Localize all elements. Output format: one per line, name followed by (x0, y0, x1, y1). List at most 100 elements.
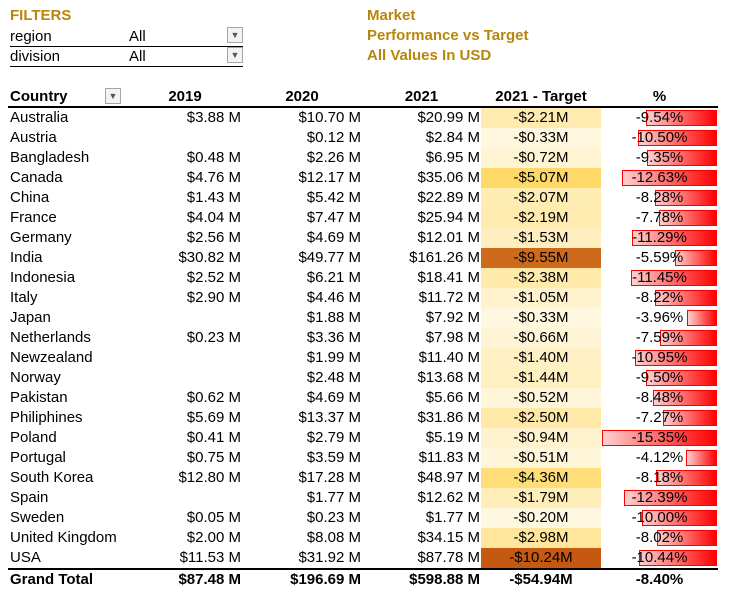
percent-cell: -15.35% (601, 428, 718, 448)
value-2021-cell: $25.94 M (417, 209, 480, 226)
value-2021-cell: $7.98 M (425, 329, 480, 346)
value-2020-cell: $4.69 M (306, 229, 361, 246)
column-header-country-label: Country (10, 88, 68, 105)
country-cell: United Kingdom (10, 529, 117, 546)
percent-data-bar (655, 190, 717, 206)
percent-value: -10.44% (631, 549, 688, 566)
country-cell: Bangladesh (10, 149, 90, 166)
country-cell: Sweden (10, 509, 65, 526)
value-2019-cell: $12.80 M (178, 469, 241, 486)
target-diff-cell: -$1.79M (481, 488, 601, 508)
value-2021-cell: $35.06 M (417, 169, 480, 186)
percent-data-bar (655, 290, 717, 306)
value-2020-cell: $1.88 M (306, 309, 361, 326)
percent-data-bar (656, 470, 717, 486)
percent-value: -7.78% (635, 209, 684, 226)
country-cell: Norway (10, 369, 61, 386)
percent-value: -7.27% (635, 409, 684, 426)
value-2021-cell: $13.68 M (417, 369, 480, 386)
percent-value: -11.29% (632, 229, 687, 246)
table-row: South Korea $12.80 M $17.28 M $48.97 M -$4.3… (8, 468, 718, 488)
percent-value: -12.39% (631, 489, 688, 506)
target-diff-cell: -$1.53M (481, 228, 601, 248)
percent-value: -9.50% (635, 369, 684, 386)
percent-value: -8.22% (635, 289, 684, 306)
percent-value: -5.59% (635, 249, 684, 266)
value-2021-cell: $2.84 M (425, 129, 480, 146)
percent-cell: -10.00% (601, 508, 718, 528)
table-row: Pakistan $0.62 M $4.69 M $5.66 M -$0.52M -8.4… (8, 388, 718, 408)
table-row: Spain $1.77 M $12.62 M -$1.79M -12.39% (8, 488, 718, 508)
percent-value: -4.12% (635, 449, 684, 466)
value-2019-cell (128, 128, 242, 148)
percent-cell: -10.50% (601, 128, 718, 148)
percent-value: -10.95% (631, 349, 688, 366)
value-2019-cell: $0.41 M (186, 429, 241, 446)
percent-cell: -3.96% (601, 308, 718, 328)
value-2019-cell: $4.76 M (186, 169, 241, 186)
percent-data-bar (622, 170, 717, 186)
percent-cell: -4.12% (601, 448, 718, 468)
value-2021-cell: $48.97 M (417, 469, 480, 486)
percent-data-bar (686, 450, 717, 466)
value-2019-cell (128, 308, 242, 328)
value-2019-cell (128, 488, 242, 508)
target-diff-cell: -$1.44M (481, 368, 601, 388)
country-filter-dropdown-icon[interactable]: ▼ (105, 88, 121, 104)
percent-data-bar (675, 250, 717, 266)
country-cell: Spain (10, 489, 49, 506)
value-2020-cell: $2.26 M (306, 149, 361, 166)
value-2019-cell: $0.75 M (186, 449, 241, 466)
value-2019-cell: $2.00 M (186, 529, 241, 546)
column-header-percent: % (601, 88, 718, 108)
percent-data-bar (642, 510, 717, 526)
value-2021-cell: $11.83 M (418, 449, 480, 466)
header-row: Country ▼ 2019 2020 2021 2021 - Target % (8, 88, 718, 108)
value-2019-cell: $4.04 M (186, 209, 241, 226)
value-2019-cell: $2.56 M (186, 229, 241, 246)
value-2019-cell: $5.69 M (186, 409, 241, 426)
region-dropdown-button[interactable]: ▼ (227, 27, 243, 43)
grand-total-target: -$54.94M (481, 568, 601, 590)
table-row: Australia $3.88 M $10.70 M $20.99 M -$2.21M -… (8, 107, 718, 128)
value-2021-cell: $7.92 M (425, 309, 480, 326)
country-cell: India (10, 249, 43, 266)
percent-cell: -10.95% (601, 348, 718, 368)
value-2019-cell: $2.52 M (186, 269, 241, 286)
value-2020-cell: $31.92 M (298, 549, 361, 566)
percent-data-bar (646, 110, 717, 126)
value-2021-cell: $34.15 M (417, 529, 480, 546)
value-2021-cell: $161.26 M (409, 249, 480, 266)
country-cell: Italy (10, 289, 38, 306)
percent-cell: -8.18% (601, 468, 718, 488)
target-diff-cell: -$5.07M (481, 168, 601, 188)
country-cell: Philiphines (10, 409, 83, 426)
value-2020-cell: $2.48 M (306, 369, 361, 386)
country-cell: Indonesia (10, 269, 76, 286)
value-2020-cell: $4.46 M (306, 289, 361, 306)
table-row: Japan $1.88 M $7.92 M -$0.33M -3.96% (8, 308, 718, 328)
country-cell: France (10, 209, 57, 226)
value-2020-cell: $5.42 M (306, 189, 361, 206)
value-2020-cell: $3.36 M (306, 329, 361, 346)
table-row: Philiphines $5.69 M $13.37 M $31.86 M -$2.50… (8, 408, 718, 428)
value-2021-cell: $87.78 M (417, 549, 480, 566)
country-cell: China (10, 189, 50, 206)
value-2019-cell: $0.62 M (186, 389, 241, 406)
country-cell: Netherlands (10, 329, 91, 346)
value-2020-cell: $10.70 M (298, 109, 361, 126)
percent-cell: -12.39% (601, 488, 718, 508)
percent-data-bar (660, 330, 717, 346)
grand-total-2020: $196.69 M (242, 568, 362, 590)
value-2020-cell: $6.21 M (306, 269, 361, 286)
target-diff-cell: -$1.05M (481, 288, 601, 308)
country-cell: Australia (10, 109, 69, 126)
division-dropdown-button[interactable]: ▼ (227, 47, 243, 63)
value-2019-cell: $11.53 M (179, 549, 241, 566)
percent-cell: -5.59% (601, 248, 718, 268)
table-row: United Kingdom $2.00 M $8.08 M $34.15 M -$2.… (8, 528, 718, 548)
percent-cell: -11.45% (601, 268, 718, 288)
table-row: Bangladesh $0.48 M $2.26 M $6.95 M -$0.72M -9… (8, 148, 718, 168)
table-row: Portugal $0.75 M $3.59 M $11.83 M -$0.51M -4.… (8, 448, 718, 468)
percent-cell: -9.35% (601, 148, 718, 168)
